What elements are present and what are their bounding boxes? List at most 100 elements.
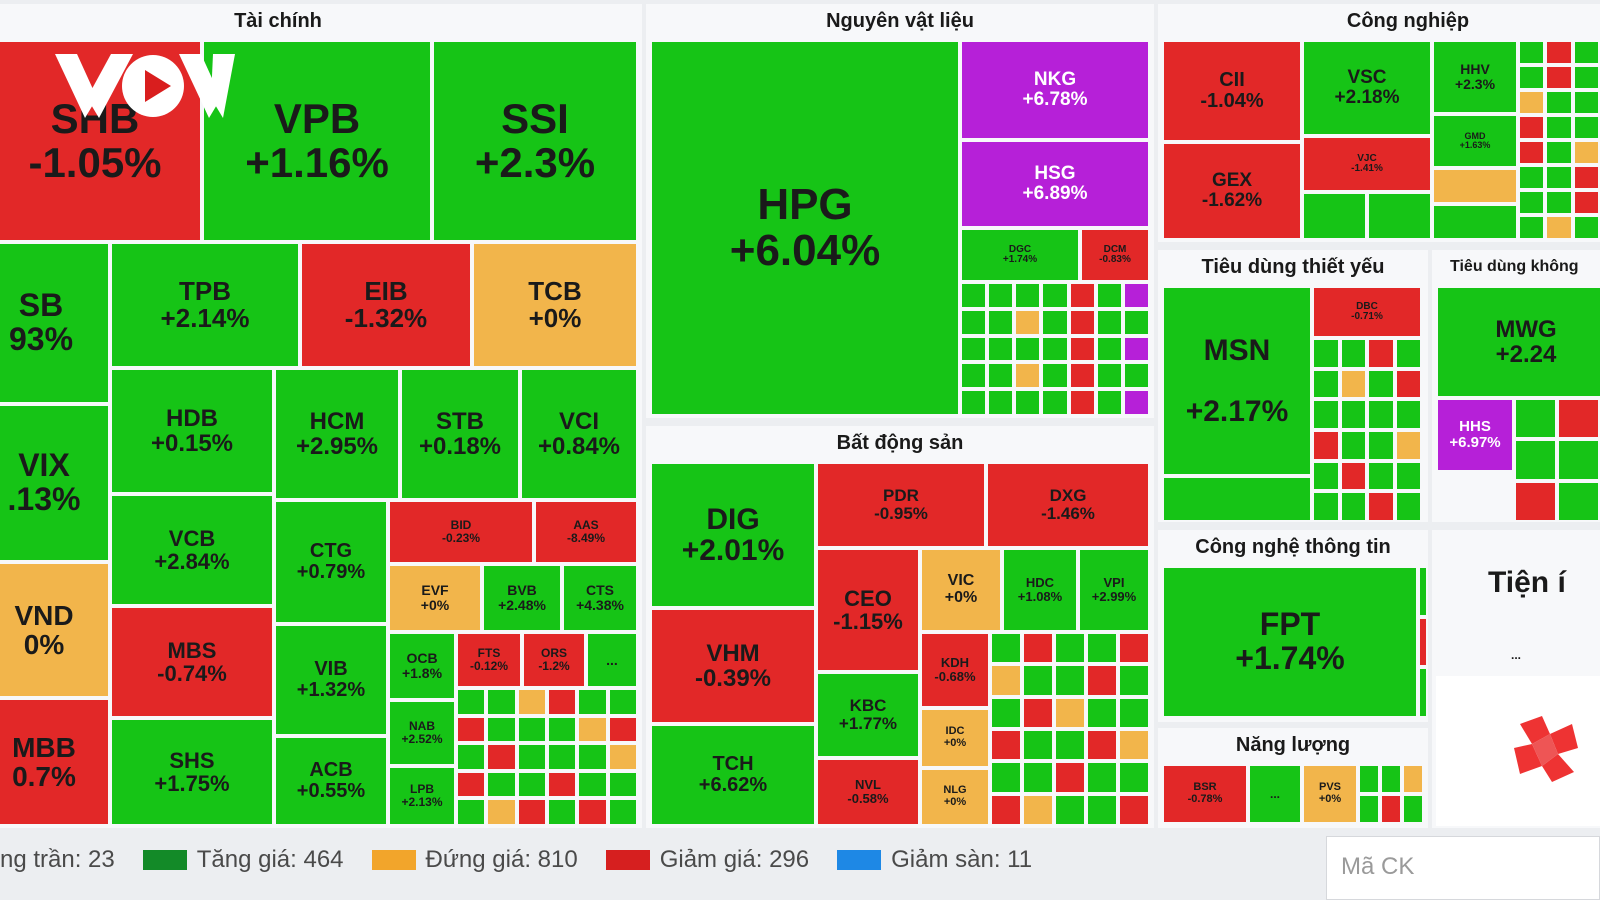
- mini-tile[interactable]: [1432, 168, 1518, 204]
- stock-tile[interactable]: TCB +0%: [472, 242, 638, 368]
- stock-tile[interactable]: TPB +2.14%: [110, 242, 300, 368]
- stock-tile[interactable]: OCB +1.8%: [388, 632, 456, 700]
- mini-tile[interactable]: [1118, 696, 1150, 729]
- mini-tile[interactable]: [1545, 140, 1573, 165]
- mini-tile[interactable]: [1418, 566, 1428, 617]
- mini-tile[interactable]: [960, 335, 988, 363]
- stock-tile[interactable]: ...: [1248, 764, 1302, 824]
- mini-tile[interactable]: [1394, 491, 1422, 522]
- mini-tile[interactable]: [1312, 338, 1340, 369]
- mini-tile[interactable]: [607, 715, 638, 744]
- mini-tile[interactable]: [1394, 399, 1422, 430]
- mini-tile[interactable]: [547, 770, 578, 799]
- mini-tile[interactable]: [990, 632, 1022, 665]
- mini-tile[interactable]: [1545, 40, 1573, 65]
- mini-tile[interactable]: [1572, 65, 1600, 90]
- mini-tile[interactable]: [1014, 389, 1042, 416]
- mini-tile[interactable]: [1054, 729, 1086, 762]
- mini-tile[interactable]: [1545, 90, 1573, 115]
- stock-tile[interactable]: HCM +2.95%: [274, 368, 400, 500]
- stock-tile[interactable]: PDR -0.95%: [816, 462, 986, 548]
- mini-tile[interactable]: [1302, 192, 1367, 240]
- stock-tile[interactable]: MWG +2.24: [1436, 286, 1600, 398]
- mini-tile[interactable]: [1041, 308, 1069, 336]
- stock-tile[interactable]: TCH +6.62%: [650, 724, 816, 826]
- stock-tile[interactable]: BVB +2.48%: [482, 564, 562, 632]
- mini-tile[interactable]: [1518, 215, 1546, 240]
- mini-tile[interactable]: [1312, 491, 1340, 522]
- mini-tile[interactable]: [1122, 362, 1150, 390]
- mini-tile[interactable]: [1367, 430, 1395, 461]
- mini-tile[interactable]: [1054, 632, 1086, 665]
- mini-tile[interactable]: [1367, 491, 1395, 522]
- mini-tile[interactable]: [456, 688, 487, 716]
- stock-tile[interactable]: HPG +6.04%: [650, 40, 960, 416]
- stock-tile[interactable]: FTS -0.12%: [456, 632, 522, 688]
- mini-tile[interactable]: [1394, 368, 1422, 400]
- mini-tile[interactable]: [1339, 430, 1367, 461]
- mini-tile[interactable]: [990, 793, 1022, 826]
- sector-title-real-estate[interactable]: Bất động sản: [836, 432, 964, 454]
- mini-tile[interactable]: [1518, 40, 1546, 65]
- stock-tile[interactable]: HDB +0.15%: [110, 368, 274, 494]
- mini-tile[interactable]: [1514, 439, 1557, 481]
- mini-tile[interactable]: [1041, 335, 1069, 363]
- mini-tile[interactable]: [1572, 140, 1600, 165]
- mini-tile[interactable]: [1122, 308, 1150, 336]
- mini-tile[interactable]: [486, 715, 517, 744]
- mini-tile[interactable]: [1095, 282, 1123, 309]
- mini-tile[interactable]: [1418, 616, 1428, 668]
- stock-tile[interactable]: HHS +6.97%: [1436, 398, 1514, 472]
- mini-tile[interactable]: [987, 335, 1015, 363]
- mini-tile[interactable]: [486, 798, 517, 826]
- mini-tile[interactable]: [1367, 192, 1432, 240]
- mini-tile[interactable]: [607, 743, 638, 771]
- sector-title-finance[interactable]: Tài chính: [234, 10, 322, 32]
- mini-tile[interactable]: [577, 688, 608, 716]
- mini-tile[interactable]: [1572, 215, 1600, 240]
- mini-tile[interactable]: [1041, 282, 1069, 309]
- stock-tile[interactable]: KDH -0.68%: [920, 632, 990, 708]
- mini-tile[interactable]: [516, 798, 547, 826]
- sector-title-materials[interactable]: Nguyên vật liệu: [826, 10, 974, 32]
- stock-tile[interactable]: EIB -1.32%: [300, 242, 472, 368]
- mini-tile[interactable]: [1095, 308, 1123, 336]
- mini-tile[interactable]: [1557, 439, 1600, 481]
- stock-tile[interactable]: VIX .13%: [0, 404, 110, 562]
- stock-tile[interactable]: MBB 0.7%: [0, 698, 110, 826]
- stock-tile[interactable]: FPT +1.74%: [1162, 566, 1418, 718]
- mini-tile[interactable]: [1086, 664, 1118, 697]
- mini-tile[interactable]: [1572, 165, 1600, 190]
- mini-tile[interactable]: [1367, 399, 1395, 430]
- mini-tile[interactable]: [1068, 308, 1096, 336]
- mini-tile[interactable]: [1014, 282, 1042, 309]
- mini-tile[interactable]: [1068, 335, 1096, 363]
- stock-tile[interactable]: IDC +0%: [920, 708, 990, 768]
- sector-title-consumer-staples[interactable]: Tiêu dùng thiết yếu: [1201, 256, 1385, 278]
- mini-tile[interactable]: [1054, 793, 1086, 826]
- mini-tile[interactable]: [1041, 362, 1069, 390]
- mini-tile[interactable]: [987, 389, 1015, 416]
- mini-tile[interactable]: [1394, 460, 1422, 492]
- mini-tile[interactable]: [516, 743, 547, 771]
- mini-tile[interactable]: [1054, 664, 1086, 697]
- mini-tile[interactable]: [486, 770, 517, 799]
- mini-tile[interactable]: [1518, 165, 1546, 190]
- mini-tile[interactable]: [1312, 460, 1340, 492]
- stock-tile[interactable]: GMD +1.63%: [1432, 114, 1518, 168]
- mini-tile[interactable]: [1545, 165, 1573, 190]
- mini-tile[interactable]: [990, 761, 1022, 794]
- mini-tile[interactable]: [960, 362, 988, 390]
- mini-tile[interactable]: [607, 770, 638, 799]
- sector-title-utilities[interactable]: Tiện í: [1488, 566, 1566, 599]
- mini-tile[interactable]: [1014, 335, 1042, 363]
- stock-tile[interactable]: AAS -8.49%: [534, 500, 638, 564]
- stock-tile[interactable]: VPB +1.16%: [202, 40, 432, 242]
- mini-tile[interactable]: [547, 798, 578, 826]
- mini-tile[interactable]: [1054, 761, 1086, 794]
- stock-tile[interactable]: DCM -0.83%: [1080, 228, 1150, 282]
- mini-tile[interactable]: [1572, 190, 1600, 215]
- mini-tile[interactable]: [1339, 491, 1367, 522]
- mini-tile[interactable]: [1339, 460, 1367, 492]
- mini-tile[interactable]: [1095, 389, 1123, 416]
